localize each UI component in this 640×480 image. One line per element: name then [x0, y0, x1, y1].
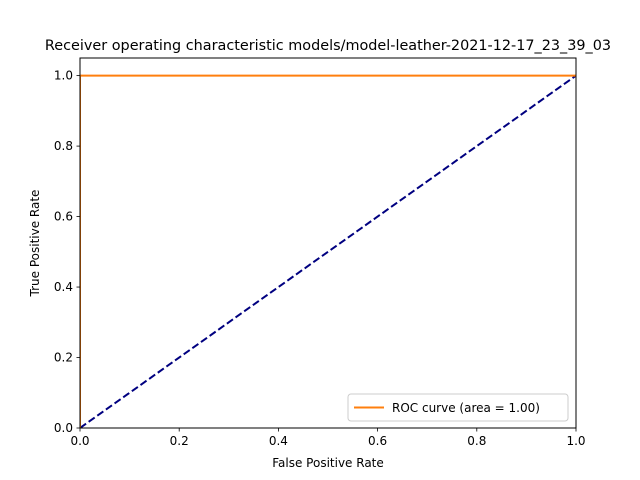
- y-axis-ticks: 0.0 0.2 0.4 0.6 0.8 1.0: [54, 69, 80, 435]
- legend-box: [347, 393, 569, 422]
- y-tick-label: 0.4: [54, 280, 73, 294]
- chance-diagonal-line: [80, 74, 576, 428]
- plot-frame: [79, 57, 577, 429]
- x-axis-ticks: 0.0 0.2 0.4 0.6 0.8 1.0: [70, 428, 586, 448]
- x-tick-label: 0.2: [170, 434, 189, 448]
- y-axis-label: True Positive Rate: [28, 190, 42, 298]
- x-tick-label: 0.8: [467, 434, 486, 448]
- roc-curve-line: [80, 74, 576, 428]
- legend: ROC curve (area = 1.00): [347, 393, 569, 422]
- x-tick-label: 1.0: [566, 434, 585, 448]
- y-tick-label: 1.0: [54, 69, 73, 83]
- series-layer: [80, 74, 576, 428]
- x-tick-label: 0.6: [368, 434, 387, 448]
- legend-label-roc: ROC curve (area = 1.00): [392, 401, 540, 415]
- x-axis-label: False Positive Rate: [272, 456, 384, 470]
- y-tick-label: 0.8: [54, 139, 73, 153]
- y-tick-label: 0.6: [54, 210, 73, 224]
- y-tick-label: 0.0: [54, 421, 73, 435]
- y-tick-label: 0.2: [54, 351, 73, 365]
- x-tick-label: 0.0: [70, 434, 89, 448]
- x-tick-label: 0.4: [269, 434, 288, 448]
- chart-title: Receiver operating characteristic models…: [45, 38, 611, 54]
